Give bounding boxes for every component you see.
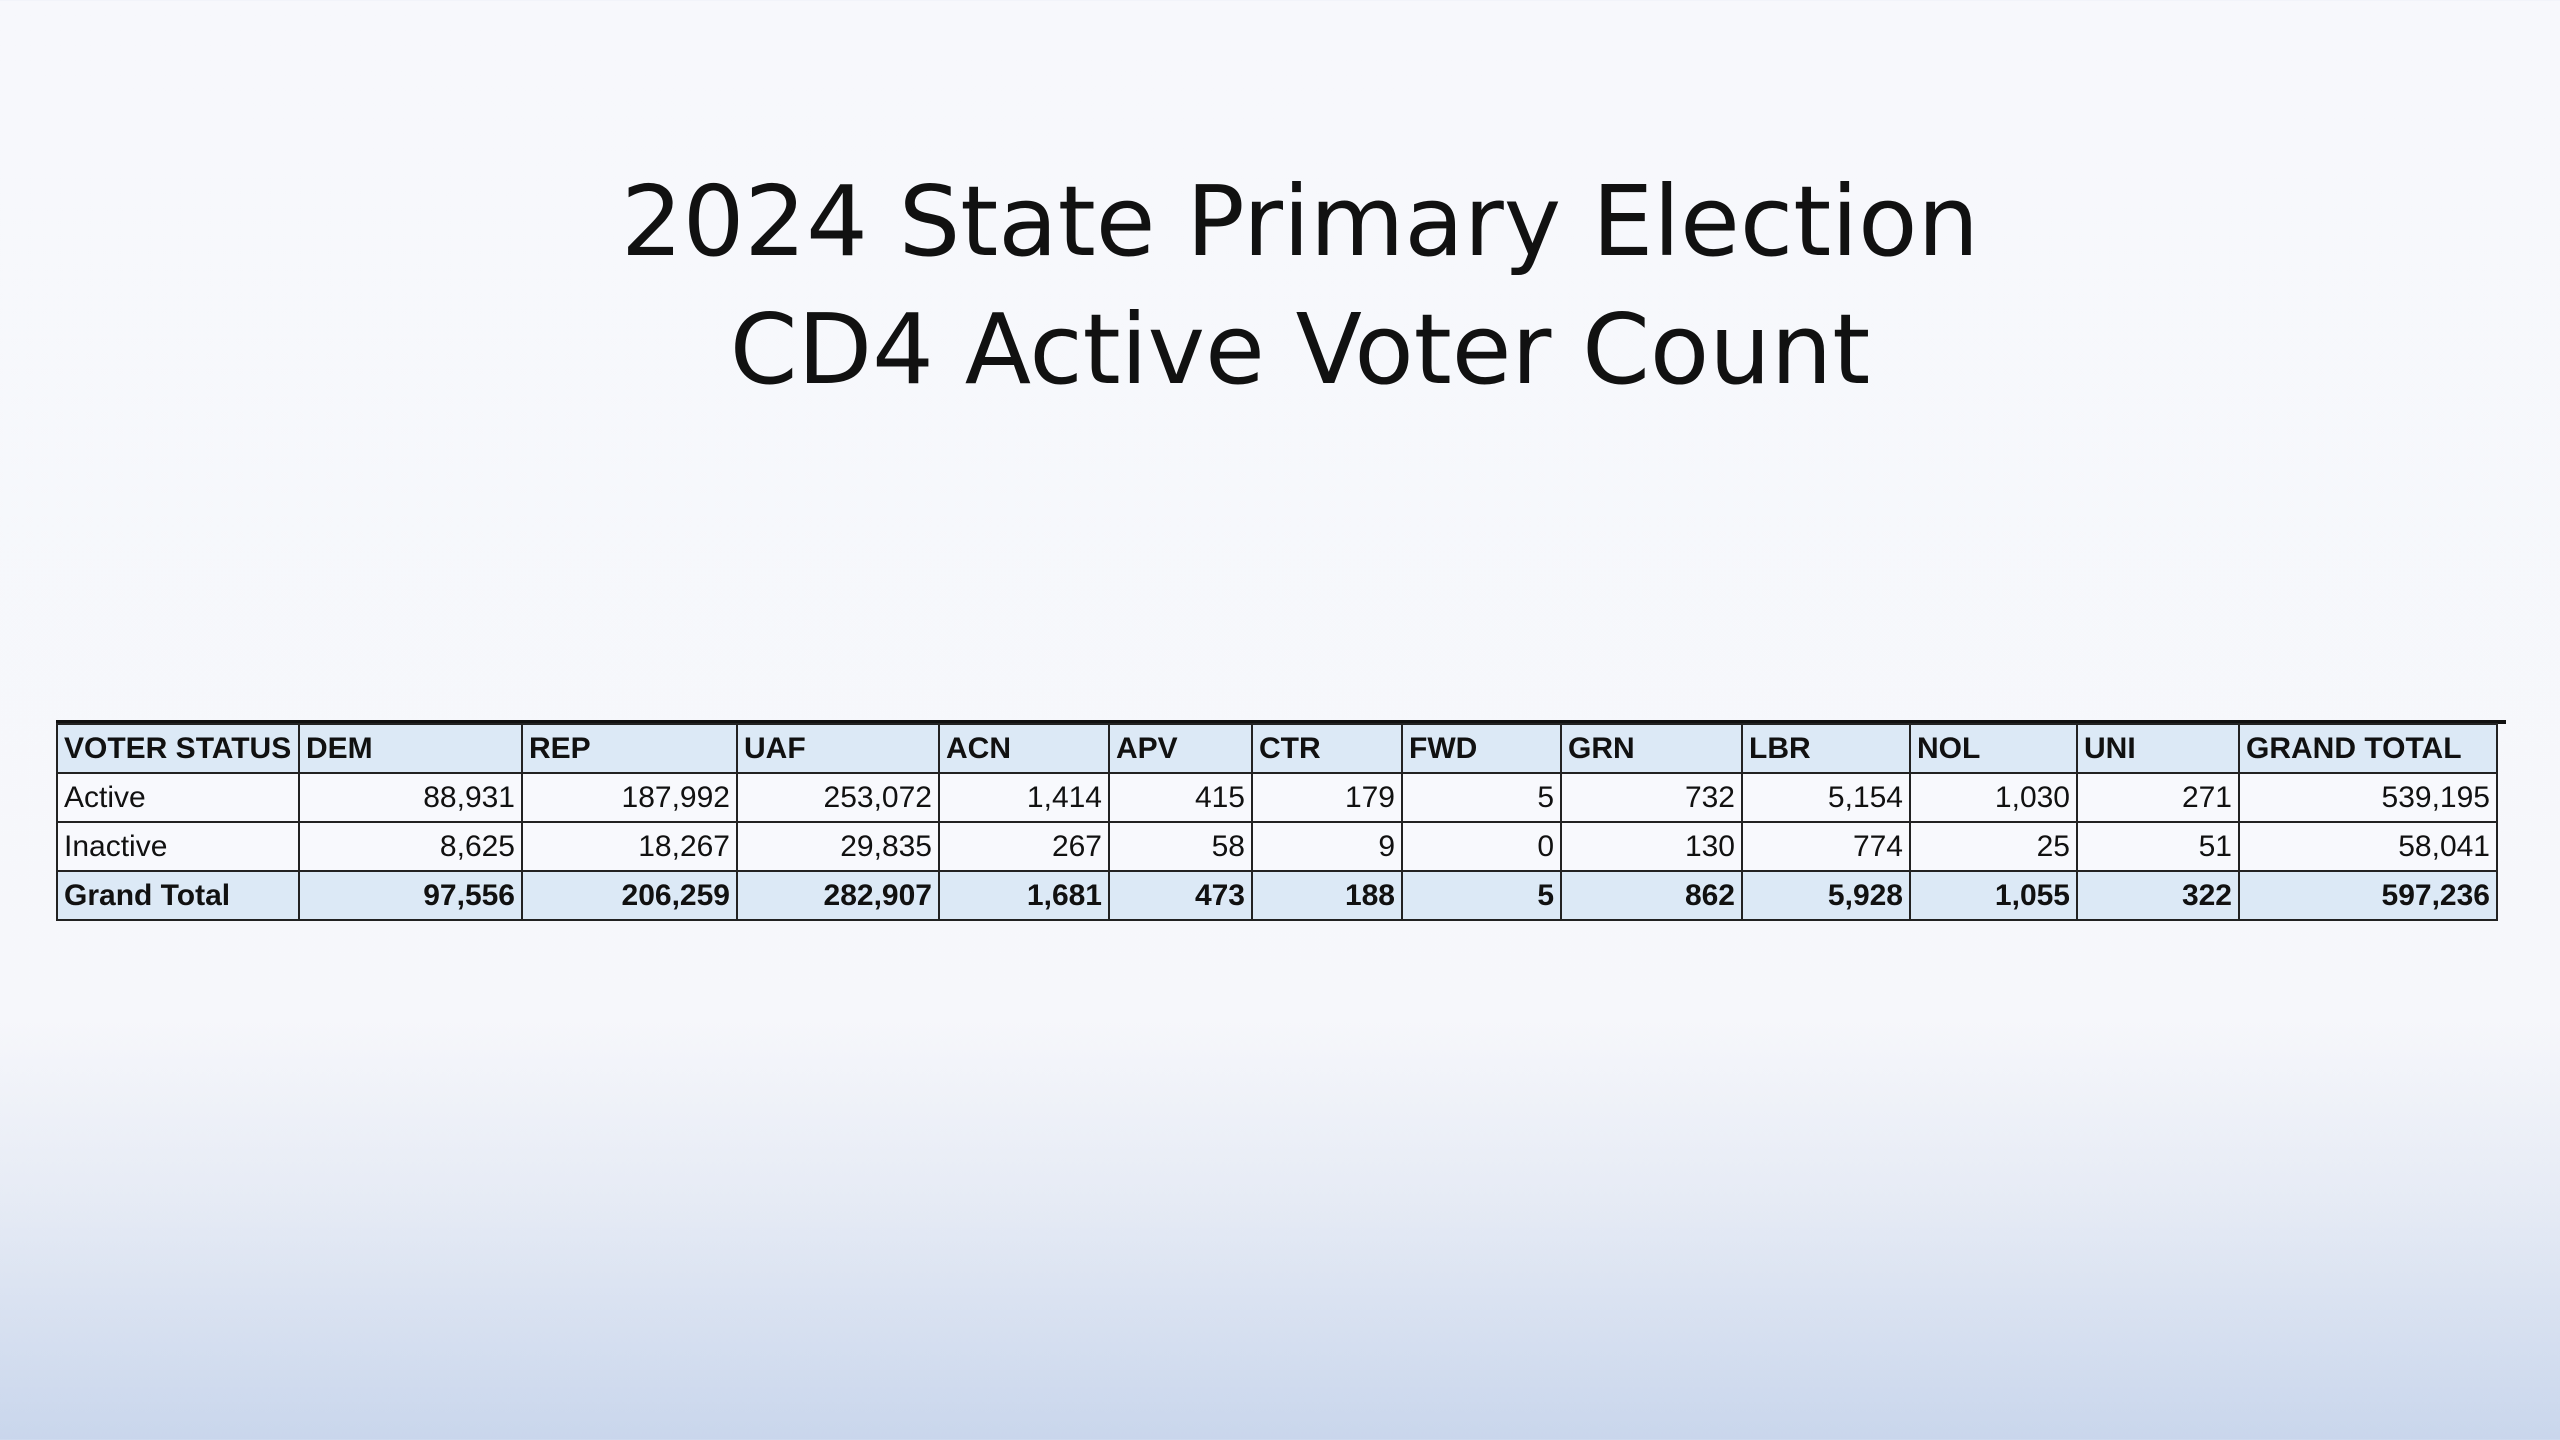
row-label-grand-total: Grand Total bbox=[56, 870, 300, 921]
cell-active-lbr: 5,154 bbox=[1741, 772, 1911, 823]
table-top-rule bbox=[56, 720, 2506, 724]
cell-active-nol: 1,030 bbox=[1909, 772, 2078, 823]
cell-total-acn: 1,681 bbox=[938, 870, 1110, 921]
header-cell-ctr: CTR bbox=[1251, 723, 1403, 774]
cell-active-uni: 271 bbox=[2076, 772, 2240, 823]
table-row-grand-total: Grand Total 97,556 206,259 282,907 1,681… bbox=[56, 870, 2498, 921]
cell-active-grand-total: 539,195 bbox=[2238, 772, 2498, 823]
cell-inactive-lbr: 774 bbox=[1741, 821, 1911, 872]
cell-active-ctr: 179 bbox=[1251, 772, 1403, 823]
table-row-inactive: Inactive 8,625 18,267 29,835 267 58 9 0 … bbox=[56, 821, 2498, 872]
cell-inactive-acn: 267 bbox=[938, 821, 1110, 872]
cell-inactive-uni: 51 bbox=[2076, 821, 2240, 872]
cell-total-rep: 206,259 bbox=[521, 870, 738, 921]
header-cell-uaf: UAF bbox=[736, 723, 940, 774]
cell-total-grn: 862 bbox=[1560, 870, 1743, 921]
cell-inactive-fwd: 0 bbox=[1401, 821, 1562, 872]
header-cell-grand-total: GRAND TOTAL bbox=[2238, 723, 2498, 774]
header-cell-grn: GRN bbox=[1560, 723, 1743, 774]
header-cell-fwd: FWD bbox=[1401, 723, 1562, 774]
cell-inactive-apv: 58 bbox=[1108, 821, 1253, 872]
voter-count-table: VOTER STATUS DEM REP UAF ACN APV CTR FWD… bbox=[56, 723, 2498, 921]
cell-active-uaf: 253,072 bbox=[736, 772, 940, 823]
title-line-1: 2024 State Primary Election bbox=[621, 165, 1979, 278]
cell-inactive-dem: 8,625 bbox=[298, 821, 523, 872]
cell-active-dem: 88,931 bbox=[298, 772, 523, 823]
cell-active-fwd: 5 bbox=[1401, 772, 1562, 823]
cell-total-uni: 322 bbox=[2076, 870, 2240, 921]
row-label-inactive: Inactive bbox=[56, 821, 300, 872]
cell-inactive-grand-total: 58,041 bbox=[2238, 821, 2498, 872]
cell-total-dem: 97,556 bbox=[298, 870, 523, 921]
cell-inactive-ctr: 9 bbox=[1251, 821, 1403, 872]
header-cell-voter-status: VOTER STATUS bbox=[56, 723, 300, 774]
cell-total-uaf: 282,907 bbox=[736, 870, 940, 921]
header-cell-uni: UNI bbox=[2076, 723, 2240, 774]
header-cell-lbr: LBR bbox=[1741, 723, 1911, 774]
header-cell-nol: NOL bbox=[1909, 723, 2078, 774]
cell-total-ctr: 188 bbox=[1251, 870, 1403, 921]
cell-inactive-grn: 130 bbox=[1560, 821, 1743, 872]
cell-total-nol: 1,055 bbox=[1909, 870, 2078, 921]
cell-active-rep: 187,992 bbox=[521, 772, 738, 823]
header-cell-apv: APV bbox=[1108, 723, 1253, 774]
cell-inactive-uaf: 29,835 bbox=[736, 821, 940, 872]
title-line-2: CD4 Active Voter Count bbox=[729, 293, 1871, 406]
cell-inactive-rep: 18,267 bbox=[521, 821, 738, 872]
cell-total-lbr: 5,928 bbox=[1741, 870, 1911, 921]
cell-total-fwd: 5 bbox=[1401, 870, 1562, 921]
header-cell-acn: ACN bbox=[938, 723, 1110, 774]
cell-inactive-nol: 25 bbox=[1909, 821, 2078, 872]
header-cell-dem: DEM bbox=[298, 723, 523, 774]
cell-active-apv: 415 bbox=[1108, 772, 1253, 823]
cell-active-grn: 732 bbox=[1560, 772, 1743, 823]
row-label-active: Active bbox=[56, 772, 300, 823]
slide-title: 2024 State Primary Election CD4 Active V… bbox=[0, 158, 2560, 414]
table-header-row: VOTER STATUS DEM REP UAF ACN APV CTR FWD… bbox=[56, 723, 2498, 774]
cell-total-grand-total: 597,236 bbox=[2238, 870, 2498, 921]
cell-total-apv: 473 bbox=[1108, 870, 1253, 921]
cell-active-acn: 1,414 bbox=[938, 772, 1110, 823]
header-cell-rep: REP bbox=[521, 723, 738, 774]
table-row-active: Active 88,931 187,992 253,072 1,414 415 … bbox=[56, 772, 2498, 823]
